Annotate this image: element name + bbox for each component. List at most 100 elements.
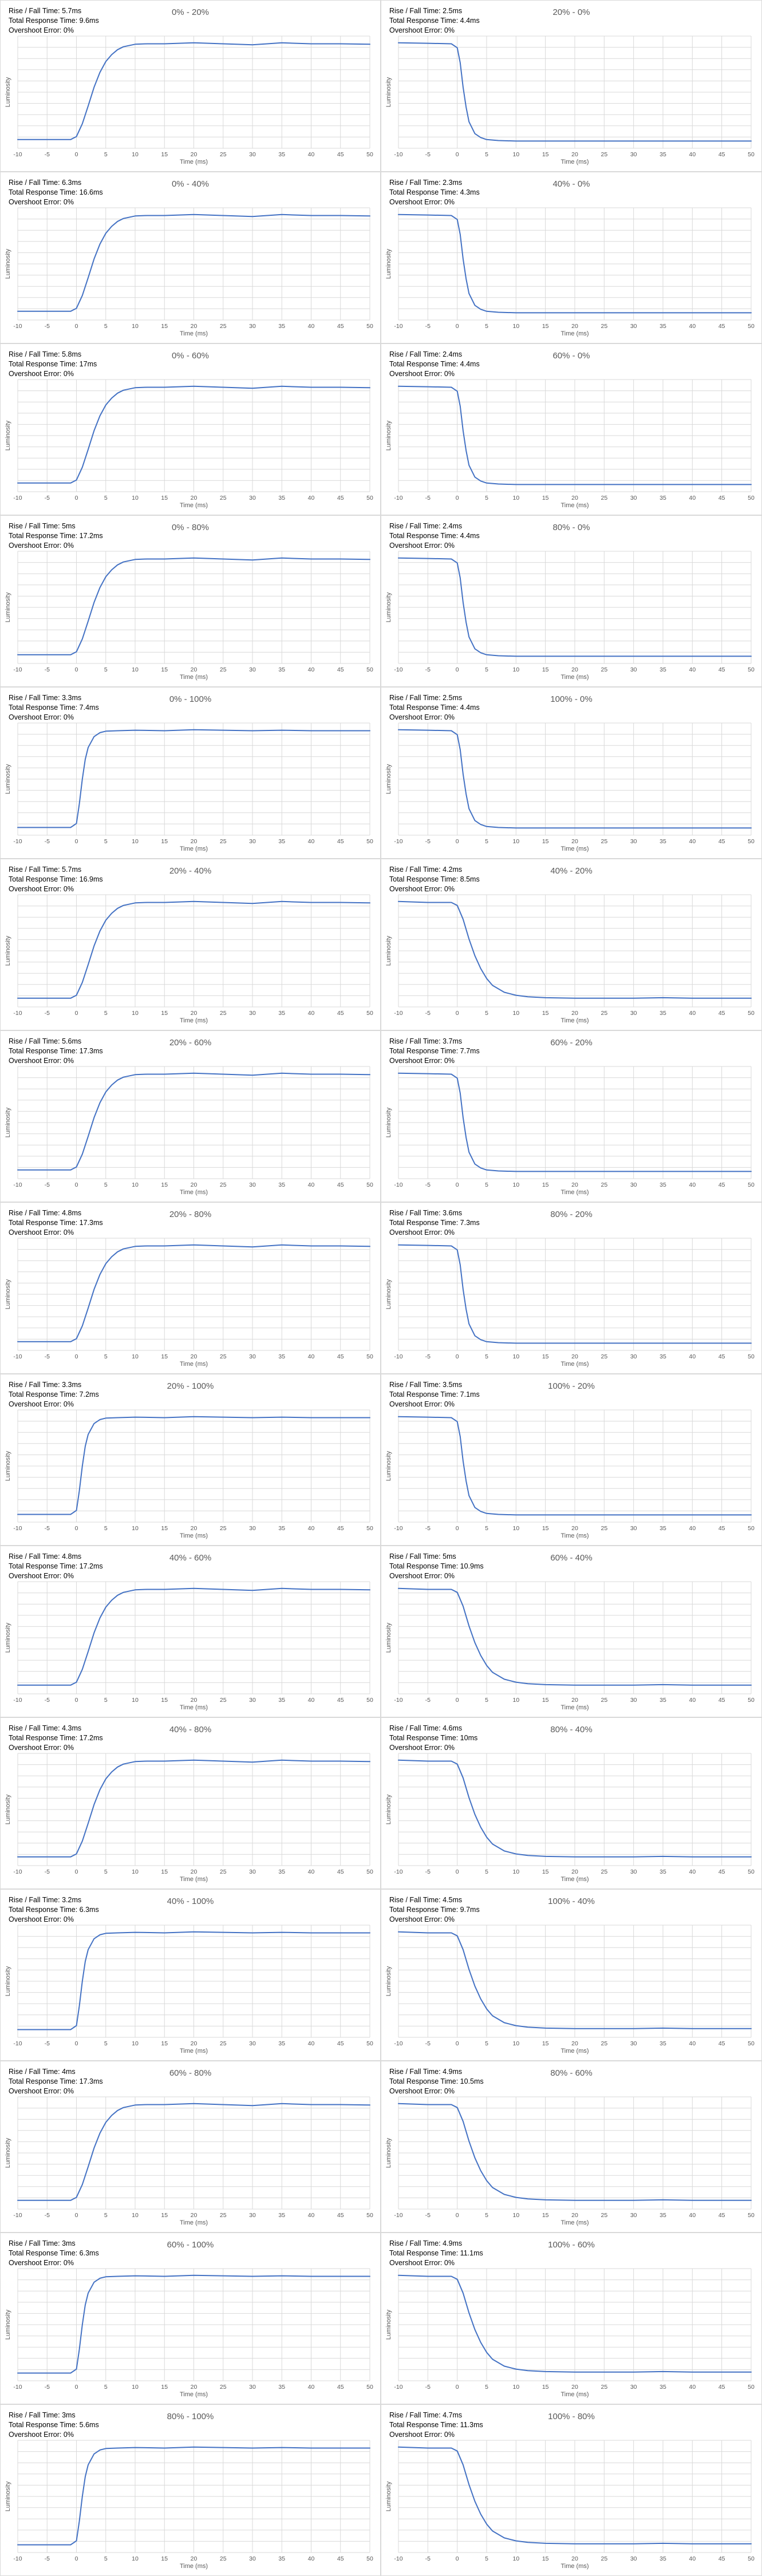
x-tick-label: 10 [132, 495, 139, 501]
x-tick-label: 10 [512, 323, 519, 330]
x-tick-label: 5 [104, 2555, 108, 2562]
line-chart: -10 -5 0 5 10 15 20 25 30 35 40 45 50 Time (ms) Lumino… [385, 722, 755, 852]
x-tick-label: 45 [718, 495, 725, 501]
x-tick-label: 0 [75, 666, 78, 673]
x-tick-label: -5 [425, 495, 431, 501]
x-tick-label: -10 [13, 1353, 22, 1360]
line-chart: -10 -5 0 5 10 15 20 25 30 35 40 45 50 Time (ms) Lumino… [5, 2440, 373, 2570]
x-tick-label: 20 [191, 495, 198, 501]
x-tick-label: 35 [278, 838, 285, 845]
chart-title: 40% - 100% [167, 1897, 214, 1906]
x-tick-label: 5 [485, 1182, 488, 1188]
chart-panel: Rise / Fall Time: 5.7ms Total Response Ti… [0, 859, 381, 1030]
x-tick-label: -10 [394, 2384, 402, 2391]
x-tick-label: 30 [630, 1697, 637, 1704]
x-tick-label: 15 [542, 2040, 549, 2047]
x-tick-label: 20 [571, 495, 578, 501]
x-tick-label: 25 [220, 2555, 227, 2562]
chart-panel: Rise / Fall Time: 3.2ms Total Response Ti… [0, 1889, 381, 2061]
x-tick-label: 20 [191, 2212, 198, 2219]
chart-panel: Rise / Fall Time: 4.3ms Total Response Ti… [0, 1717, 381, 1889]
x-tick-label: 5 [485, 1697, 488, 1704]
x-axis-label: Time (ms) [560, 674, 589, 681]
response-stats: Rise / Fall Time: 5.6ms Total Response Ti… [9, 1037, 103, 1066]
x-tick-label: 50 [366, 1353, 373, 1360]
x-tick-label: 5 [104, 2212, 108, 2219]
chart-panel: Rise / Fall Time: 3.3ms Total Response Ti… [0, 1374, 381, 1546]
rise-fall-time-text: Rise / Fall Time: 3ms [9, 2411, 76, 2419]
x-tick-label: 15 [542, 495, 549, 501]
x-axis-label: Time (ms) [180, 1704, 208, 1711]
chart-title: 20% - 100% [167, 1381, 214, 1391]
series-line [17, 214, 370, 312]
y-axis-label: Luminosity [5, 1966, 11, 1996]
overshoot-error-text: Overshoot Error: 0% [389, 713, 455, 721]
x-tick-label: 15 [161, 2555, 168, 2562]
x-tick-label: 5 [104, 323, 108, 330]
series-line [398, 1587, 752, 1686]
x-axis-label: Time (ms) [560, 2563, 589, 2570]
x-tick-label: -5 [45, 1182, 50, 1188]
x-tick-label: 10 [132, 1868, 139, 1875]
rise-fall-time-text: Rise / Fall Time: 6.3ms [9, 179, 82, 187]
rise-fall-time-text: Rise / Fall Time: 4.9ms [389, 2239, 463, 2247]
x-tick-label: 25 [601, 2555, 607, 2562]
x-tick-label: -10 [394, 1525, 402, 1532]
response-stats: Rise / Fall Time: 4.9ms Total Response Ti… [389, 2239, 483, 2268]
x-tick-label: 30 [249, 2555, 256, 2562]
y-axis-label: Luminosity [5, 2481, 11, 2511]
series-line [17, 1072, 370, 1171]
rise-fall-time-text: Rise / Fall Time: 3.2ms [9, 1896, 82, 1904]
x-tick-label: 25 [601, 1868, 607, 1875]
response-stats: Rise / Fall Time: 3.7ms Total Response Ti… [389, 1037, 480, 1066]
x-tick-label: 45 [718, 2384, 725, 2391]
x-tick-label: 25 [601, 2040, 607, 2047]
x-tick-label: 5 [485, 2040, 488, 2047]
x-tick-label: 30 [630, 1868, 637, 1875]
x-tick-label: 25 [601, 1010, 607, 1017]
x-tick-label: -10 [394, 666, 402, 673]
rise-fall-time-text: Rise / Fall Time: 4.6ms [389, 1724, 463, 1732]
chart-panel: Rise / Fall Time: 4.5ms Total Response Ti… [381, 1889, 762, 2061]
x-tick-label: 50 [366, 2040, 373, 2047]
x-tick-label: 40 [689, 1182, 696, 1188]
series-line [398, 1072, 752, 1172]
x-tick-label: 15 [161, 1010, 168, 1017]
x-tick-label: 15 [161, 1697, 168, 1704]
x-tick-label: 40 [689, 1010, 696, 1017]
chart-panel: Rise / Fall Time: 4.6ms Total Response Ti… [381, 1717, 762, 1889]
overshoot-error-text: Overshoot Error: 0% [389, 2087, 455, 2095]
x-tick-label: 50 [366, 1182, 373, 1188]
x-tick-label: 15 [542, 1868, 549, 1875]
x-tick-label: 5 [104, 1010, 108, 1017]
x-tick-label: 25 [220, 1525, 227, 1532]
series-line [17, 557, 370, 655]
chart-title: 60% - 100% [167, 2240, 214, 2250]
total-response-time-text: Total Response Time: 7.4ms [9, 704, 99, 712]
response-stats: Rise / Fall Time: 4.7ms Total Response Ti… [389, 2411, 483, 2440]
chart-panel: Rise / Fall Time: 2.5ms Total Response Ti… [381, 0, 762, 172]
line-chart: -10 -5 0 5 10 15 20 25 30 35 40 45 50 Time (ms) Lumino… [5, 1409, 373, 1539]
total-response-time-text: Total Response Time: 4.4ms [389, 704, 480, 712]
x-tick-label: 10 [132, 1353, 139, 1360]
x-tick-label: 50 [748, 151, 755, 158]
x-tick-label: 15 [542, 838, 549, 845]
x-tick-label: -10 [13, 495, 22, 501]
x-tick-label: 30 [630, 1353, 637, 1360]
x-tick-label: 25 [220, 1182, 227, 1188]
x-tick-label: 50 [748, 2555, 755, 2562]
x-tick-label: 35 [660, 1353, 666, 1360]
x-tick-label: 20 [191, 1010, 198, 1017]
chart-title: 20% - 60% [169, 1038, 212, 1048]
total-response-time-text: Total Response Time: 6.3ms [9, 1906, 99, 1914]
x-tick-label: 40 [689, 323, 696, 330]
x-tick-label: 15 [542, 1010, 549, 1017]
x-tick-label: 0 [75, 1353, 78, 1360]
series-line [398, 1416, 752, 1516]
y-axis-label: Luminosity [5, 420, 11, 451]
rise-fall-time-text: Rise / Fall Time: 3ms [9, 2239, 76, 2247]
x-tick-label: -5 [425, 666, 431, 673]
x-tick-label: 35 [278, 1353, 285, 1360]
x-tick-label: 30 [249, 2212, 256, 2219]
x-tick-label: 35 [660, 1525, 666, 1532]
